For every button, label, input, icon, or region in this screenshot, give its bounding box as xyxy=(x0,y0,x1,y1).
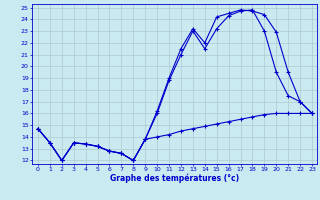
X-axis label: Graphe des températures (°c): Graphe des températures (°c) xyxy=(110,174,239,183)
